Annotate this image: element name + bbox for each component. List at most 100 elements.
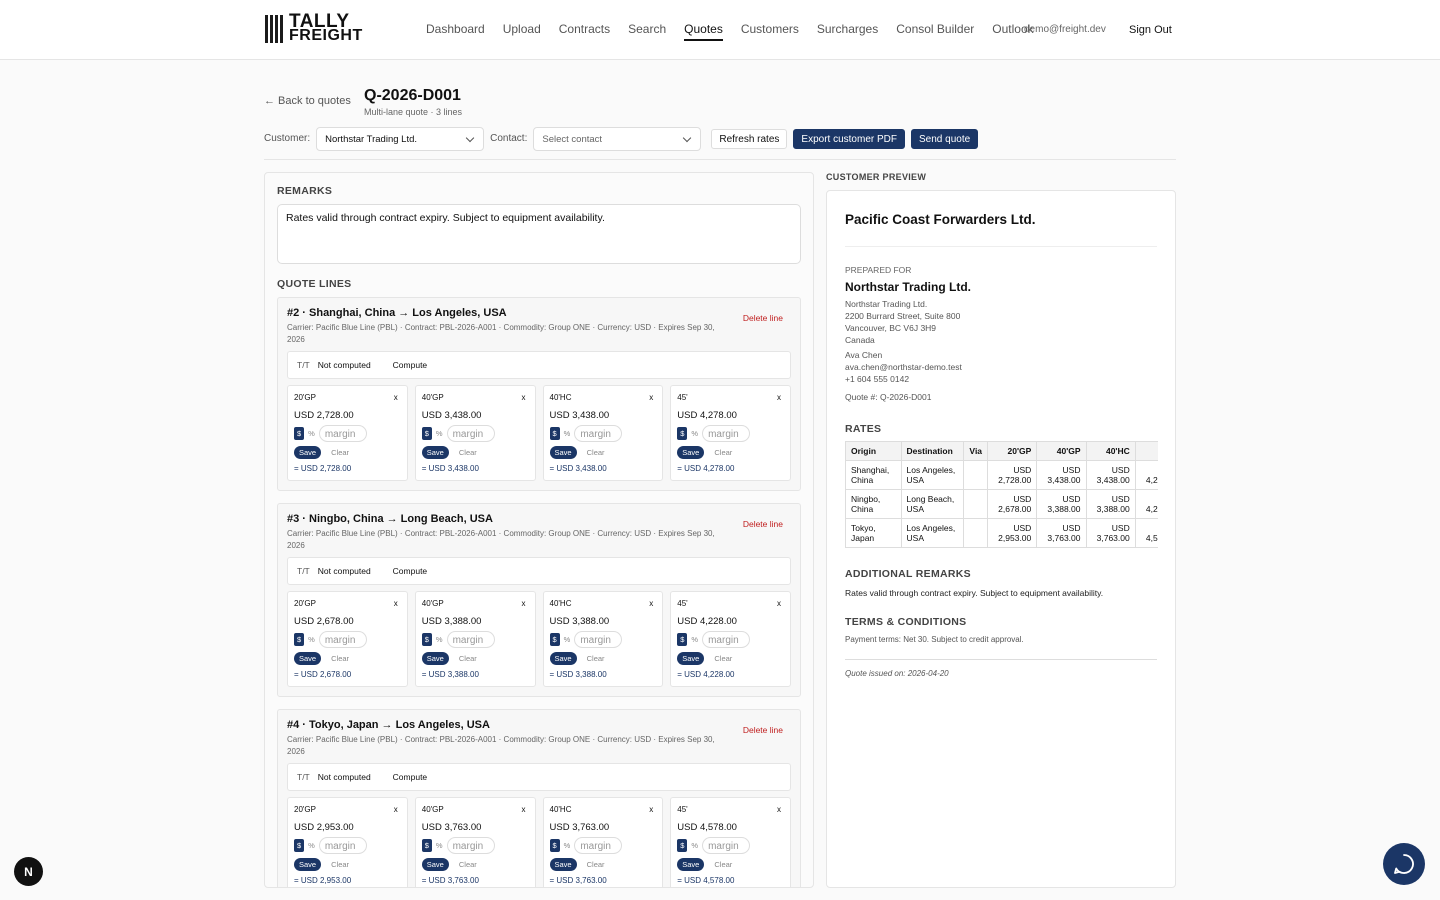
clear-button[interactable]: Clear: [331, 654, 350, 663]
save-button[interactable]: Save: [294, 446, 322, 459]
margin-input[interactable]: margin: [574, 837, 623, 854]
export-button[interactable]: Export customer PDF: [793, 129, 905, 149]
remove-container[interactable]: x: [777, 393, 781, 402]
remove-container[interactable]: x: [393, 805, 398, 814]
clear-button[interactable]: Clear: [714, 654, 733, 663]
clear-button[interactable]: Clear: [586, 448, 605, 457]
save-button[interactable]: Save: [677, 446, 705, 459]
remove-container[interactable]: x: [521, 599, 526, 608]
margin-input[interactable]: margin: [702, 425, 751, 442]
clear-button[interactable]: Clear: [714, 448, 733, 457]
margin-input[interactable]: margin: [574, 425, 623, 442]
nav-link[interactable]: Search: [628, 22, 667, 36]
margin-input[interactable]: margin: [446, 425, 495, 442]
nav-link[interactable]: Upload: [502, 22, 541, 36]
dollar-toggle[interactable]: $: [294, 633, 305, 646]
send-button[interactable]: Send quote: [911, 129, 979, 149]
remove-container[interactable]: x: [393, 393, 398, 402]
save-button[interactable]: Save: [549, 858, 577, 871]
remove-container[interactable]: x: [649, 805, 654, 814]
dollar-toggle[interactable]: $: [677, 427, 688, 440]
delete-line[interactable]: Delete line: [742, 725, 783, 735]
dollar-toggle[interactable]: $: [677, 839, 688, 852]
dollar-toggle[interactable]: $: [421, 633, 432, 646]
percent-toggle[interactable]: %: [435, 429, 443, 438]
remove-container[interactable]: x: [521, 393, 526, 402]
delete-line[interactable]: Delete line: [742, 313, 783, 323]
compute-button[interactable]: Compute: [392, 772, 428, 782]
remarks-textarea[interactable]: Rates valid through contract expiry. Sub…: [277, 204, 801, 264]
percent-toggle[interactable]: %: [563, 635, 571, 644]
save-button[interactable]: Save: [677, 858, 705, 871]
delete-line[interactable]: Delete line: [742, 519, 783, 529]
margin-input[interactable]: margin: [318, 631, 367, 648]
percent-toggle[interactable]: %: [563, 841, 571, 850]
percent-toggle[interactable]: %: [691, 429, 699, 438]
percent-toggle[interactable]: %: [308, 429, 315, 438]
remove-container[interactable]: x: [393, 599, 398, 608]
back-link[interactable]: ← Back to quotes: [264, 95, 351, 107]
sign-out[interactable]: Sign Out: [1129, 24, 1172, 36]
clear-button[interactable]: Clear: [458, 654, 477, 663]
nav-link[interactable]: Surcharges: [816, 22, 879, 36]
logo[interactable]: TALLY FREIGHT: [265, 12, 363, 44]
dollar-toggle[interactable]: $: [421, 839, 432, 852]
container-card: 40'GP x USD 3,763.00 $% margin Save Clear = USD…: [414, 797, 536, 887]
dollar-toggle[interactable]: $: [549, 633, 560, 646]
save-button[interactable]: Save: [294, 858, 322, 871]
dollar-toggle[interactable]: $: [677, 633, 688, 646]
dev-badge[interactable]: N: [14, 857, 43, 886]
percent-toggle[interactable]: %: [435, 841, 443, 850]
customer-select[interactable]: Northstar Trading Ltd.: [316, 127, 485, 151]
percent-toggle[interactable]: %: [308, 841, 315, 850]
transit-row: T/T Not computed Compute: [287, 351, 791, 379]
dollar-toggle[interactable]: $: [549, 839, 560, 852]
dollar-toggle[interactable]: $: [294, 839, 305, 852]
remove-container[interactable]: x: [521, 805, 526, 814]
save-button[interactable]: Save: [549, 446, 577, 459]
save-button[interactable]: Save: [421, 652, 449, 665]
margin-input[interactable]: margin: [702, 837, 751, 854]
remove-container[interactable]: x: [777, 599, 781, 608]
percent-toggle[interactable]: %: [563, 429, 571, 438]
percent-toggle[interactable]: %: [691, 841, 699, 850]
nav-link[interactable]: Quotes: [684, 22, 723, 41]
clear-button[interactable]: Clear: [458, 448, 477, 457]
dollar-toggle[interactable]: $: [549, 427, 560, 440]
nav-link[interactable]: Customers: [740, 22, 799, 36]
clear-button[interactable]: Clear: [331, 860, 350, 869]
dollar-toggle[interactable]: $: [294, 427, 305, 440]
nav-link[interactable]: Consol Builder: [896, 22, 975, 36]
save-button[interactable]: Save: [294, 652, 322, 665]
dollar-toggle[interactable]: $: [421, 427, 432, 440]
margin-input[interactable]: margin: [702, 631, 751, 648]
compute-button[interactable]: Compute: [392, 566, 428, 576]
remove-container[interactable]: x: [649, 393, 654, 402]
save-button[interactable]: Save: [421, 858, 449, 871]
margin-input[interactable]: margin: [574, 631, 623, 648]
nav-link[interactable]: Dashboard: [426, 22, 485, 36]
margin-input[interactable]: margin: [318, 425, 367, 442]
clear-button[interactable]: Clear: [586, 860, 605, 869]
clear-button[interactable]: Clear: [714, 860, 733, 869]
save-button[interactable]: Save: [421, 446, 449, 459]
remove-container[interactable]: x: [777, 805, 781, 814]
margin-input[interactable]: margin: [446, 631, 495, 648]
clear-button[interactable]: Clear: [331, 448, 350, 457]
remove-container[interactable]: x: [649, 599, 654, 608]
nav-link[interactable]: Outlook: [992, 22, 1034, 36]
margin-input[interactable]: margin: [318, 837, 367, 854]
percent-toggle[interactable]: %: [691, 635, 699, 644]
chat-button[interactable]: [1383, 843, 1425, 885]
contact-select[interactable]: Select contact: [533, 127, 702, 151]
refresh-button[interactable]: Refresh rates: [711, 129, 788, 149]
save-button[interactable]: Save: [677, 652, 705, 665]
percent-toggle[interactable]: %: [308, 635, 315, 644]
margin-input[interactable]: margin: [446, 837, 495, 854]
percent-toggle[interactable]: %: [435, 635, 443, 644]
clear-button[interactable]: Clear: [458, 860, 477, 869]
compute-button[interactable]: Compute: [392, 360, 428, 370]
save-button[interactable]: Save: [549, 652, 577, 665]
clear-button[interactable]: Clear: [586, 654, 605, 663]
nav-link[interactable]: Contracts: [558, 22, 611, 36]
